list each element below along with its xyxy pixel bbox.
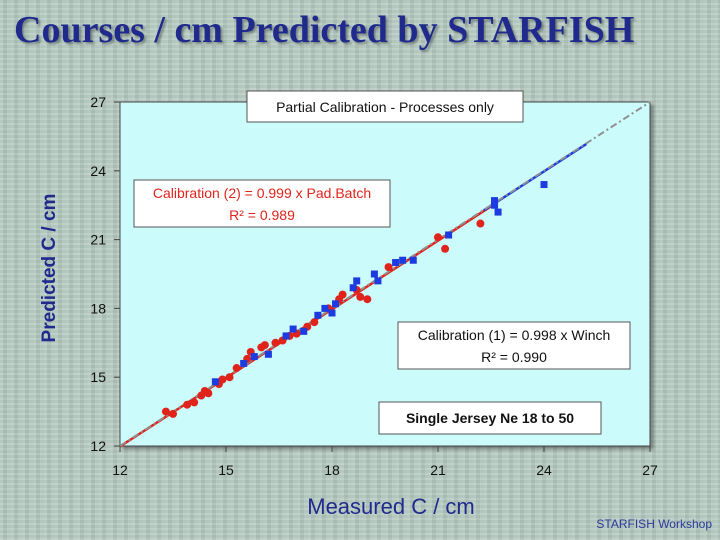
calibration-2-equation: Calibration (2) = 0.999 x Pad.Batch bbox=[153, 185, 371, 201]
footer-text: STARFISH Workshop bbox=[596, 517, 712, 531]
partial-calibration-label: Partial Calibration - Processes only bbox=[276, 99, 494, 115]
pad-batch-point bbox=[240, 359, 248, 367]
pad-batch-point bbox=[494, 208, 502, 216]
pad-batch-point bbox=[392, 259, 400, 267]
y-tick-label: 18 bbox=[90, 300, 106, 316]
winch-point bbox=[161, 407, 170, 416]
pad-batch-point bbox=[282, 332, 290, 340]
winch-point bbox=[310, 318, 319, 327]
winch-point bbox=[218, 375, 227, 384]
pad-batch-point bbox=[349, 284, 357, 292]
winch-point bbox=[356, 292, 365, 301]
pad-batch-point bbox=[264, 350, 272, 358]
pad-batch-point bbox=[289, 325, 297, 333]
pad-batch-point bbox=[328, 309, 336, 317]
winch-point bbox=[225, 373, 234, 382]
winch-point bbox=[169, 409, 177, 418]
y-axis-label: Predicted C / cm bbox=[39, 194, 60, 343]
y-tick-label: 15 bbox=[90, 369, 106, 385]
pad-batch-point bbox=[491, 197, 499, 205]
calibration-1-equation: Calibration (1) = 0.998 x Winch bbox=[418, 327, 611, 343]
pad-batch-point bbox=[250, 353, 258, 361]
single-jersey-label: Single Jersey Ne 18 to 50 bbox=[406, 410, 574, 426]
winch-point bbox=[338, 290, 347, 299]
x-tick-label: 21 bbox=[430, 462, 446, 478]
calibration-2-r2: R² = 0.989 bbox=[229, 207, 295, 223]
y-tick-label: 24 bbox=[90, 163, 106, 179]
winch-point bbox=[384, 263, 393, 272]
pad-batch-point bbox=[370, 270, 378, 278]
winch-point bbox=[260, 341, 269, 350]
pad-batch-point bbox=[321, 304, 329, 312]
pad-batch-point bbox=[540, 181, 548, 189]
pad-batch-point bbox=[374, 277, 382, 285]
winch-point bbox=[183, 400, 192, 409]
winch-point bbox=[476, 219, 485, 228]
pad-batch-point bbox=[445, 231, 453, 239]
pad-batch-point bbox=[399, 256, 407, 264]
pad-batch-point bbox=[409, 256, 417, 264]
winch-point bbox=[190, 398, 199, 407]
pad-batch-point bbox=[314, 311, 322, 319]
winch-point bbox=[271, 338, 280, 347]
winch-point bbox=[204, 389, 213, 398]
calibration-2-box: Calibration (2) = 0.999 x Pad.Batch R² =… bbox=[133, 179, 391, 228]
x-tick-label: 27 bbox=[642, 462, 658, 478]
pad-batch-point bbox=[332, 300, 340, 308]
y-tick-label: 21 bbox=[90, 232, 106, 248]
x-tick-label: 12 bbox=[112, 462, 128, 478]
calibration-1-r2: R² = 0.990 bbox=[481, 349, 547, 365]
winch-point bbox=[434, 233, 442, 242]
winch-point bbox=[363, 295, 372, 304]
pad-batch-point bbox=[353, 277, 361, 285]
calibration-1-box: Calibration (1) = 0.998 x Winch R² = 0.9… bbox=[397, 321, 631, 370]
x-axis-label: Measured C / cm bbox=[307, 494, 475, 519]
x-tick-label: 18 bbox=[324, 462, 340, 478]
pad-batch-point bbox=[491, 201, 499, 209]
y-tick-label: 12 bbox=[90, 438, 106, 454]
winch-point bbox=[441, 244, 450, 253]
single-jersey-box: Single Jersey Ne 18 to 50 bbox=[378, 401, 602, 435]
slide-title: Courses / cm Predicted by STARFISH bbox=[14, 9, 635, 51]
winch-point bbox=[232, 364, 241, 373]
pad-batch-point bbox=[211, 378, 219, 386]
reference-dashed-line bbox=[119, 101, 651, 447]
y-tick-label: 27 bbox=[90, 94, 106, 110]
x-tick-label: 15 bbox=[218, 462, 234, 478]
partial-calibration-box: Partial Calibration - Processes only bbox=[246, 90, 524, 123]
x-tick-label: 24 bbox=[536, 462, 552, 478]
pad-batch-point bbox=[300, 327, 308, 335]
